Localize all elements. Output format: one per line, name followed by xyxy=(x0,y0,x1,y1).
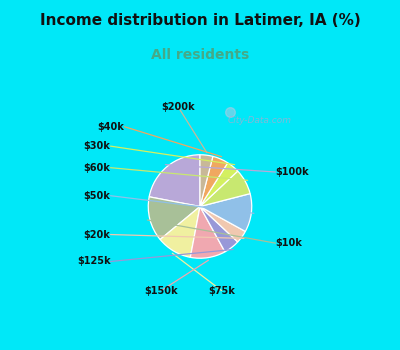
Wedge shape xyxy=(200,171,250,206)
Text: $150k: $150k xyxy=(144,286,178,296)
Wedge shape xyxy=(200,163,238,206)
Wedge shape xyxy=(160,206,200,257)
Text: City-Data.com: City-Data.com xyxy=(227,116,291,125)
Text: Income distribution in Latimer, IA (%): Income distribution in Latimer, IA (%) xyxy=(40,13,360,28)
Text: $100k: $100k xyxy=(276,167,309,177)
Text: $30k: $30k xyxy=(84,141,110,151)
Text: $75k: $75k xyxy=(208,286,235,296)
Text: $60k: $60k xyxy=(84,163,110,173)
Text: $10k: $10k xyxy=(276,238,302,248)
Text: All residents: All residents xyxy=(151,48,249,62)
Text: $20k: $20k xyxy=(84,230,110,239)
Text: $40k: $40k xyxy=(98,122,124,132)
Wedge shape xyxy=(200,155,213,206)
Text: $125k: $125k xyxy=(77,257,110,266)
Text: $50k: $50k xyxy=(84,191,110,201)
Wedge shape xyxy=(200,206,238,252)
Wedge shape xyxy=(200,194,252,231)
Wedge shape xyxy=(148,197,200,239)
Wedge shape xyxy=(200,156,228,206)
Wedge shape xyxy=(149,155,200,206)
Text: $200k: $200k xyxy=(162,102,195,112)
Wedge shape xyxy=(190,206,225,258)
Wedge shape xyxy=(200,206,245,242)
